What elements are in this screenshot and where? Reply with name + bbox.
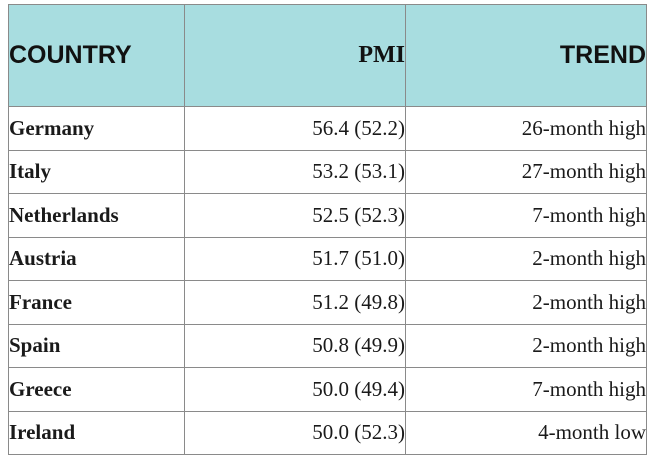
table-row: Ireland 50.0 (52.3) 4-month low [8,410,647,455]
table-row: Spain 50.8 (49.9) 2-month high [8,323,647,368]
pmi-cell: 51.2 (49.8) [184,280,406,325]
country-cell: Italy [8,149,185,194]
country-cell: Germany [8,106,185,151]
pmi-column-header: PMI [184,4,406,107]
pmi-cell: 51.7 (51.0) [184,236,406,281]
table-row: Italy 53.2 (53.1) 27-month high [8,149,647,194]
table-row: France 51.2 (49.8) 2-month high [8,280,647,325]
trend-column-header: TREND [405,4,647,107]
pmi-cell: 53.2 (53.1) [184,149,406,194]
country-cell: Austria [8,236,185,281]
table-row: Greece 50.0 (49.4) 7-month high [8,367,647,412]
trend-cell: 27-month high [405,149,647,194]
trend-cell: 4-month low [405,410,647,455]
trend-cell: 2-month high [405,236,647,281]
country-cell: Ireland [8,410,185,455]
trend-cell: 7-month high [405,367,647,412]
pmi-cell: 50.0 (49.4) [184,367,406,412]
trend-cell: 26-month high [405,106,647,151]
trend-cell: 2-month high [405,280,647,325]
pmi-table: COUNTRY PMI TREND Germany 56.4 (52.2) 26… [8,4,647,455]
trend-cell: 7-month high [405,193,647,238]
pmi-cell: 52.5 (52.3) [184,193,406,238]
table-body: Germany 56.4 (52.2) 26-month high Italy … [8,106,647,455]
country-cell: Greece [8,367,185,412]
header-row: COUNTRY PMI TREND [8,4,647,107]
table-row: Germany 56.4 (52.2) 26-month high [8,106,647,151]
country-column-header: COUNTRY [8,4,185,107]
table-header: COUNTRY PMI TREND [8,4,647,107]
table-row: Austria 51.7 (51.0) 2-month high [8,236,647,281]
pmi-cell: 50.0 (52.3) [184,410,406,455]
country-cell: Netherlands [8,193,185,238]
pmi-cell: 50.8 (49.9) [184,323,406,368]
pmi-cell: 56.4 (52.2) [184,106,406,151]
table-row: Netherlands 52.5 (52.3) 7-month high [8,193,647,238]
country-cell: Spain [8,323,185,368]
country-cell: France [8,280,185,325]
trend-cell: 2-month high [405,323,647,368]
